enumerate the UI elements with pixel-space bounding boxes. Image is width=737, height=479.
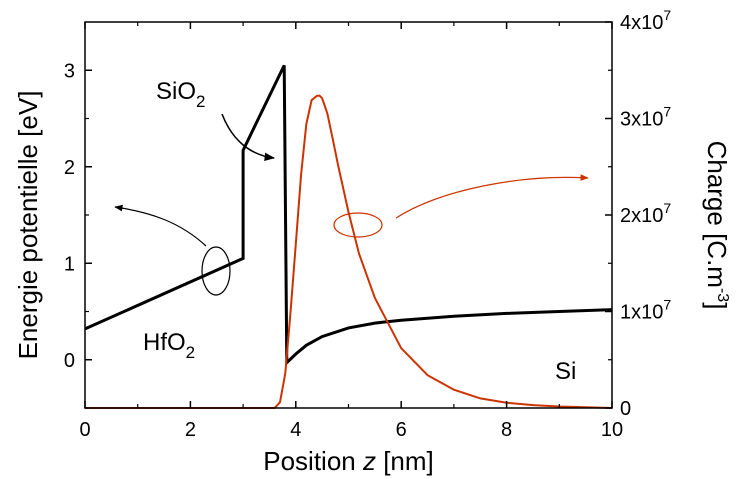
charge-series-line <box>85 94 613 409</box>
left-axis-arrow <box>114 204 207 247</box>
y-left-tick-label: 3 <box>64 60 75 82</box>
x-tick-label: 0 <box>79 419 90 441</box>
y-left-axis-title: Energie potentielle [eV] <box>13 91 43 360</box>
x-tick-label: 2 <box>185 419 196 441</box>
hfo2-label: HfO2 <box>143 329 195 362</box>
annotations: SiO2 HfO2 Si <box>114 78 589 385</box>
y-left-tick-label: 1 <box>64 253 75 275</box>
x-tick-label: 10 <box>601 419 623 441</box>
y-left-tick-label: 2 <box>64 157 75 179</box>
y-right-tick-label: 3x107 <box>620 104 671 131</box>
si-label: Si <box>555 358 576 385</box>
y-right-tick-label: 1x107 <box>620 297 671 324</box>
x-axis-title: Position z [nm] <box>263 446 434 476</box>
y-left-tick-label: 0 <box>64 350 75 372</box>
charge-curve-marker-ellipse <box>333 212 383 238</box>
sio2-pointer-arrow <box>221 113 276 161</box>
axis-labels: Position z [nm] Energie potentielle [eV] C… <box>13 91 732 476</box>
energy-series-line <box>84 64 613 367</box>
y-right-tick-label: 2x107 <box>620 200 671 227</box>
plot-area <box>84 64 613 409</box>
y-right-tick-label: 0 <box>620 398 631 420</box>
energy-curve-marker-ellipse <box>201 246 231 296</box>
x-tick-label: 8 <box>501 419 512 441</box>
right-axis-arrow <box>395 174 589 219</box>
x-tick-label: 4 <box>290 419 301 441</box>
sio2-label: SiO2 <box>156 78 205 111</box>
y-right-tick-label: 4x107 <box>620 7 671 34</box>
y-right-axis-title: Charge [C.m-3] <box>702 141 732 310</box>
x-tick-label: 6 <box>396 419 407 441</box>
